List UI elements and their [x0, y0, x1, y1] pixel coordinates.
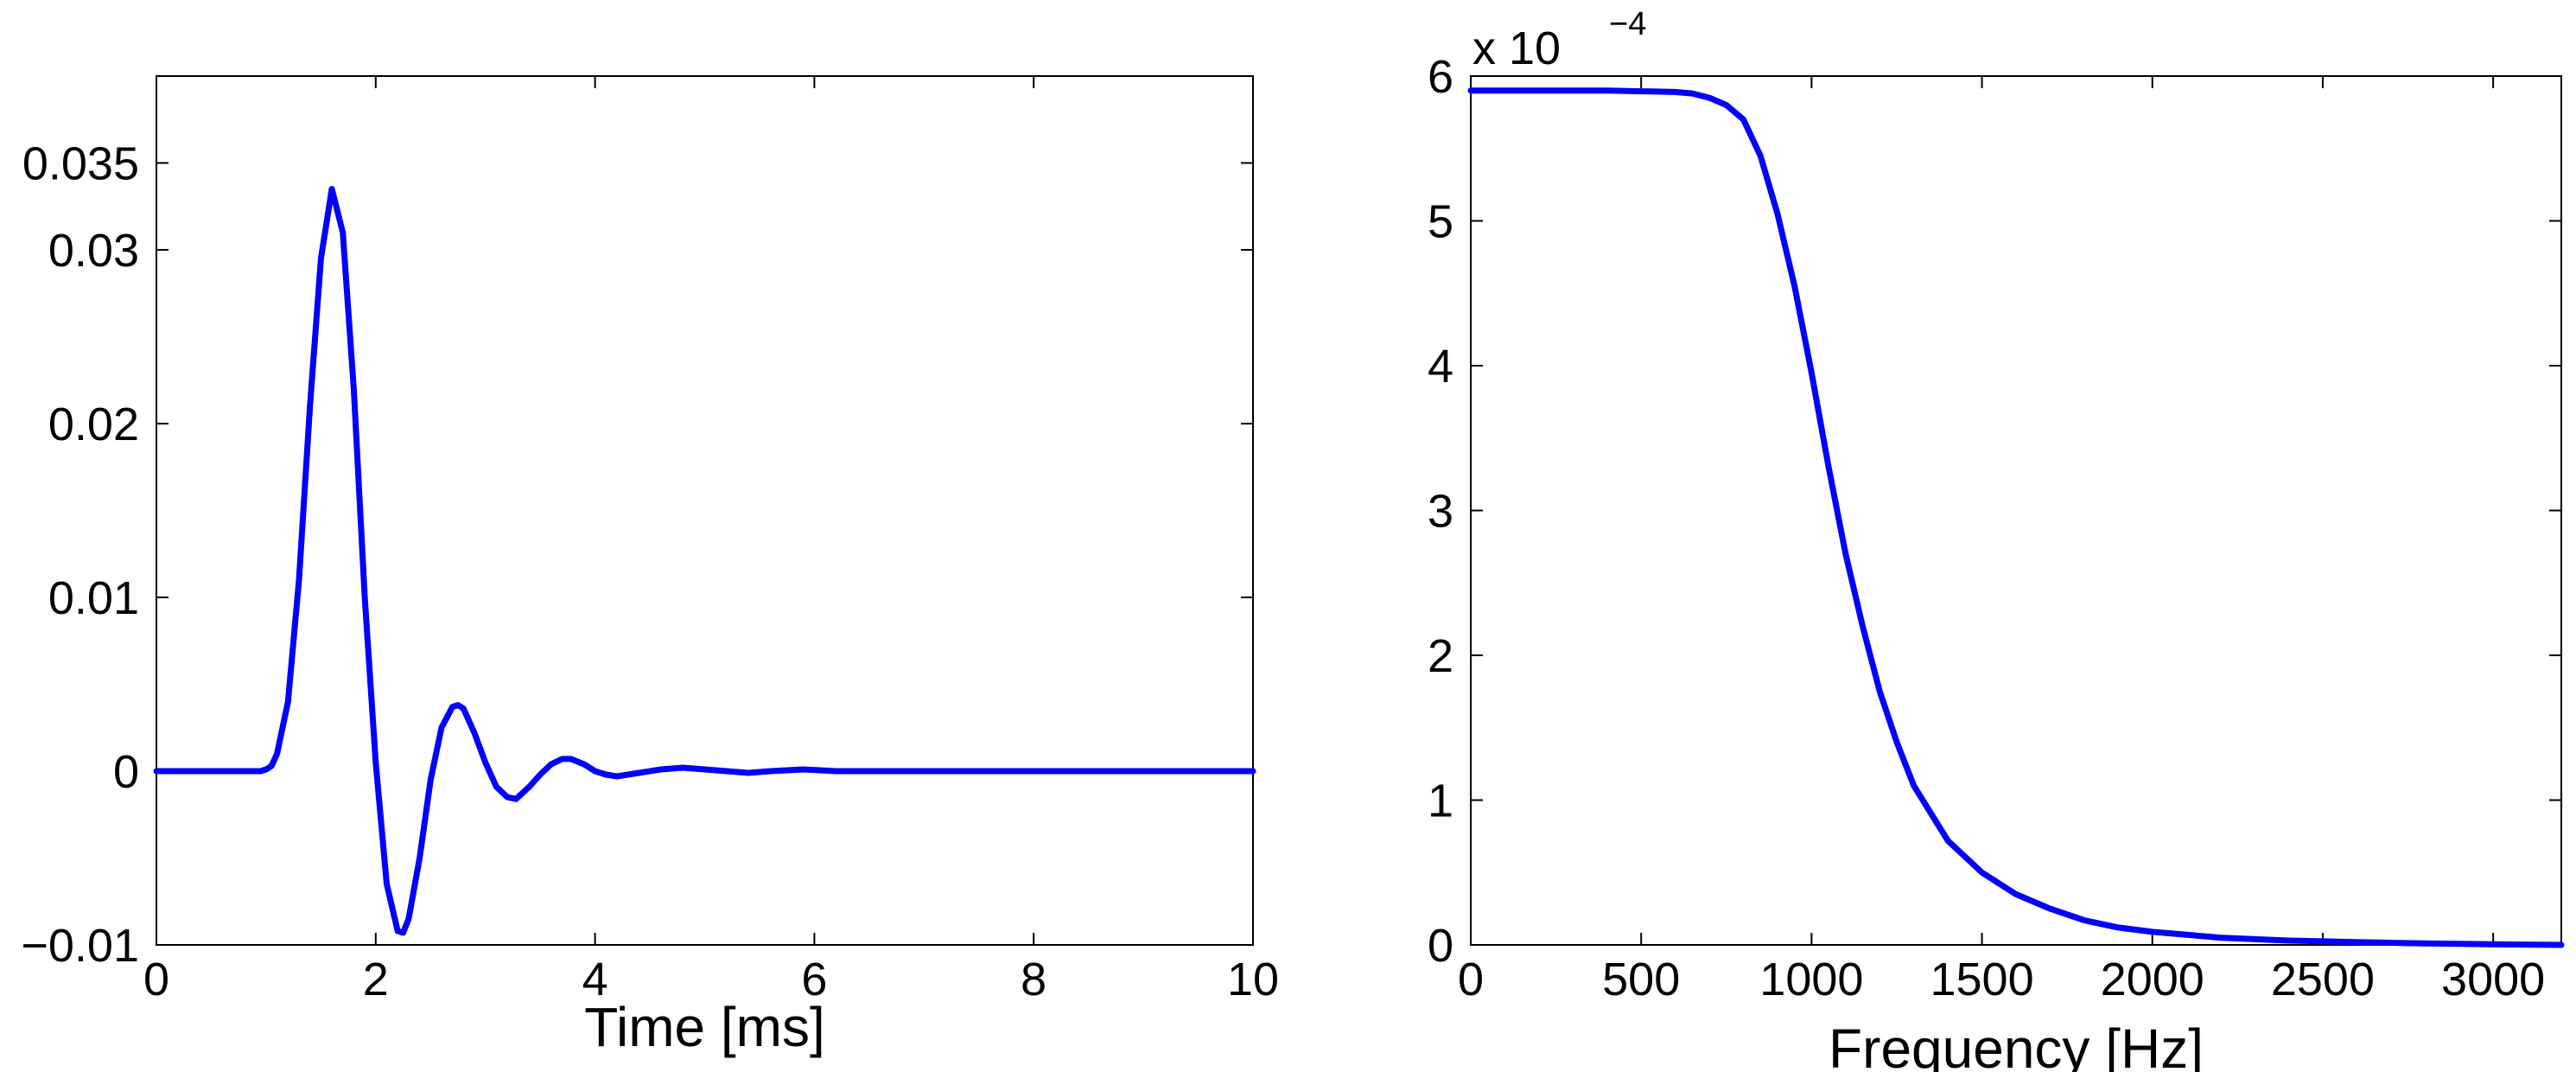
- x-tick-label: 4: [582, 954, 608, 1005]
- y-tick-label: 0: [113, 746, 139, 798]
- y-tick-label: 0.02: [48, 399, 139, 450]
- y-scale-label: x 10: [1472, 22, 1561, 74]
- x-tick-label: 0: [1458, 954, 1484, 1005]
- y-tick-label: 1: [1428, 775, 1453, 827]
- series-line: [1467, 87, 2565, 948]
- y-tick-label: 2: [1428, 630, 1453, 682]
- x-tick-label: 6: [801, 954, 827, 1005]
- x-tick-label: 2000: [2101, 954, 2204, 1005]
- y-tick-label: 0.03: [48, 225, 139, 277]
- frequency-domain-chart: 0 500 1000 1500 2000 2500 3000 0 1 2 3 4 5 6 Frequency…: [1428, 6, 2565, 1072]
- x-axis-label: Time [ms]: [584, 996, 825, 1058]
- y-tick-label: 4: [1428, 341, 1453, 392]
- y-tick-label: 0.035: [22, 138, 139, 190]
- x-tick-label: 1000: [1759, 954, 1863, 1005]
- x-tick-label: 3000: [2441, 954, 2545, 1005]
- y-tick-label: 0.01: [48, 572, 139, 624]
- x-tick-label: 10: [1227, 954, 1279, 1005]
- x-tick-label: 2: [363, 954, 389, 1005]
- x-tick-label: 8: [1021, 954, 1046, 1005]
- y-tick-label: 3: [1428, 486, 1453, 538]
- x-tick-label: 1500: [1930, 954, 2033, 1005]
- series-line: [153, 186, 1256, 936]
- axes-box: [156, 75, 1254, 946]
- y-tick-label: 6: [1428, 51, 1453, 103]
- axes-box: [1470, 75, 2562, 946]
- y-tick-label: 0: [1428, 920, 1453, 972]
- x-tick-label: 500: [1602, 954, 1680, 1005]
- x-axis-label: Frequency [Hz]: [1829, 1018, 2204, 1072]
- x-tick-label: 2500: [2271, 954, 2375, 1005]
- y-scale-exponent: −4: [1609, 6, 1646, 42]
- x-tick-label: 0: [143, 954, 169, 1005]
- y-tick-label: 5: [1428, 196, 1453, 248]
- y-tick-label: −0.01: [21, 920, 139, 972]
